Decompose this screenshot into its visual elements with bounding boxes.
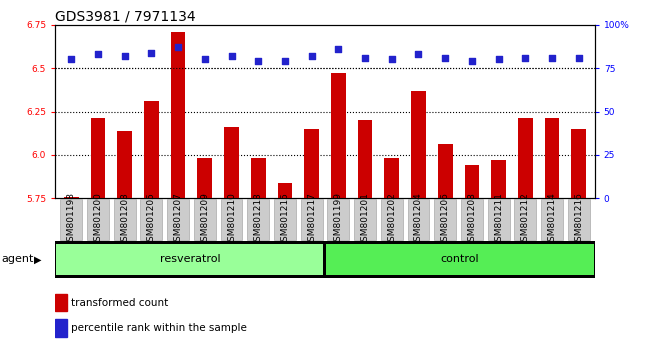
Text: GSM801199: GSM801199 xyxy=(334,192,343,247)
Point xyxy=(120,53,130,59)
Text: GSM801206: GSM801206 xyxy=(441,192,450,247)
Point xyxy=(360,55,370,61)
Text: agent: agent xyxy=(1,254,34,264)
Bar xyxy=(331,73,346,198)
Point xyxy=(173,45,183,50)
FancyBboxPatch shape xyxy=(247,199,269,240)
Bar xyxy=(358,120,372,198)
Point xyxy=(573,55,584,61)
Bar xyxy=(55,294,67,311)
Text: GSM801213: GSM801213 xyxy=(254,192,263,247)
Bar xyxy=(518,119,532,198)
Bar xyxy=(90,119,105,198)
Text: GSM801216: GSM801216 xyxy=(574,192,583,247)
Text: GSM801217: GSM801217 xyxy=(307,192,316,247)
Bar xyxy=(326,244,594,275)
Text: GSM801211: GSM801211 xyxy=(494,192,503,247)
Point xyxy=(146,50,157,55)
FancyBboxPatch shape xyxy=(194,199,216,240)
Text: control: control xyxy=(441,254,479,264)
Text: GSM801198: GSM801198 xyxy=(67,192,76,247)
Point xyxy=(413,51,424,57)
Point xyxy=(493,57,504,62)
Text: GSM801201: GSM801201 xyxy=(361,192,370,247)
FancyBboxPatch shape xyxy=(87,199,109,240)
Text: GSM801207: GSM801207 xyxy=(174,192,183,247)
Text: GSM801205: GSM801205 xyxy=(147,192,156,247)
Point xyxy=(93,51,103,57)
Point xyxy=(520,55,530,61)
Text: GSM801214: GSM801214 xyxy=(547,192,556,247)
FancyBboxPatch shape xyxy=(220,199,242,240)
FancyBboxPatch shape xyxy=(274,199,296,240)
Text: GSM801212: GSM801212 xyxy=(521,192,530,247)
Point xyxy=(387,57,397,62)
Bar xyxy=(56,244,324,275)
Bar xyxy=(304,129,319,198)
FancyBboxPatch shape xyxy=(434,199,456,240)
Bar xyxy=(491,160,506,198)
Bar xyxy=(144,101,159,198)
Point xyxy=(333,46,344,52)
Point xyxy=(306,53,317,59)
Point xyxy=(280,58,290,64)
Text: GSM801209: GSM801209 xyxy=(200,192,209,247)
Bar xyxy=(545,119,560,198)
Bar xyxy=(384,158,399,198)
Point xyxy=(226,53,237,59)
Point xyxy=(547,55,557,61)
Point xyxy=(200,57,210,62)
Text: transformed count: transformed count xyxy=(72,298,169,308)
FancyBboxPatch shape xyxy=(381,199,403,240)
FancyBboxPatch shape xyxy=(408,199,430,240)
FancyBboxPatch shape xyxy=(514,199,536,240)
Text: GSM801200: GSM801200 xyxy=(94,192,103,247)
Point xyxy=(467,58,477,64)
Point xyxy=(440,55,450,61)
Bar xyxy=(571,129,586,198)
Text: percentile rank within the sample: percentile rank within the sample xyxy=(72,323,247,333)
FancyBboxPatch shape xyxy=(488,199,510,240)
Bar xyxy=(438,144,452,198)
Bar xyxy=(118,131,132,198)
FancyBboxPatch shape xyxy=(301,199,322,240)
FancyBboxPatch shape xyxy=(354,199,376,240)
Text: GDS3981 / 7971134: GDS3981 / 7971134 xyxy=(55,9,196,23)
Point xyxy=(253,58,263,64)
Text: GSM801202: GSM801202 xyxy=(387,192,396,247)
Text: GSM801208: GSM801208 xyxy=(467,192,476,247)
Bar xyxy=(465,165,479,198)
Bar xyxy=(224,127,239,198)
FancyBboxPatch shape xyxy=(60,199,82,240)
Point xyxy=(66,57,77,62)
FancyBboxPatch shape xyxy=(568,199,590,240)
Bar xyxy=(198,158,212,198)
Bar xyxy=(278,183,292,198)
FancyBboxPatch shape xyxy=(461,199,483,240)
FancyBboxPatch shape xyxy=(541,199,563,240)
FancyBboxPatch shape xyxy=(328,199,349,240)
Text: GSM801203: GSM801203 xyxy=(120,192,129,247)
Text: ▶: ▶ xyxy=(34,254,42,264)
Bar xyxy=(171,32,185,198)
Text: GSM801215: GSM801215 xyxy=(280,192,289,247)
Text: GSM801204: GSM801204 xyxy=(414,192,423,247)
Text: resveratrol: resveratrol xyxy=(160,254,220,264)
FancyBboxPatch shape xyxy=(114,199,136,240)
FancyBboxPatch shape xyxy=(167,199,189,240)
Bar xyxy=(251,158,266,198)
Bar xyxy=(411,91,426,198)
Bar xyxy=(55,319,67,337)
Bar xyxy=(64,196,79,198)
Text: GSM801210: GSM801210 xyxy=(227,192,236,247)
FancyBboxPatch shape xyxy=(140,199,162,240)
